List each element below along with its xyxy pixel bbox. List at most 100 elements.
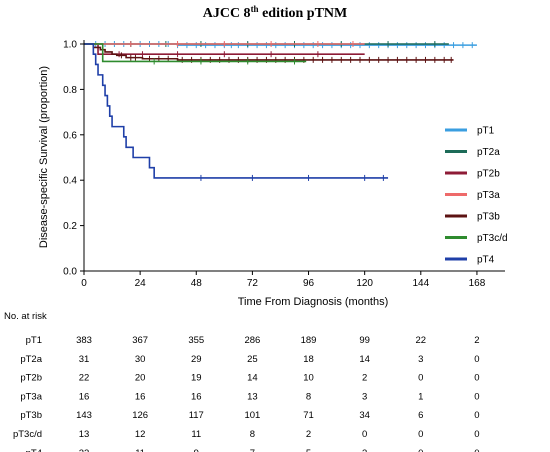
chart-title-superscript: th <box>251 4 259 14</box>
risk-cell: 0 <box>474 429 479 440</box>
risk-cell: 101 <box>244 410 260 421</box>
legend-label: pT2a <box>477 147 500 158</box>
risk-cell: 8 <box>250 429 255 440</box>
risk-cell: 3 <box>362 391 367 402</box>
legend-label: pT3b <box>477 212 500 223</box>
series-pt3b <box>84 43 454 63</box>
risk-cell: 0 <box>418 448 423 452</box>
risk-cell: 22 <box>416 335 427 346</box>
risk-cell: 0 <box>474 373 479 384</box>
x-tick-label: 168 <box>469 278 486 289</box>
risk-cell: 286 <box>244 335 260 346</box>
risk-cell: 3 <box>418 354 423 365</box>
y-tick-label: 0.6 <box>63 130 77 141</box>
risk-cell: 34 <box>359 410 370 421</box>
legend-label: pT3a <box>477 190 500 201</box>
risk-cell: 143 <box>76 410 92 421</box>
risk-cell: 31 <box>79 354 90 365</box>
legend-label: pT2b <box>477 169 500 180</box>
y-tick-label: 0.8 <box>63 85 77 96</box>
risk-cell: 13 <box>247 391 258 402</box>
x-axis-label: Time From Diagnosis (months) <box>238 296 389 308</box>
risk-cell: 22 <box>79 373 90 384</box>
risk-cell: 16 <box>135 391 146 402</box>
risk-cell: 126 <box>132 410 148 421</box>
risk-row-label: pT3a <box>20 391 42 402</box>
risk-cell: 18 <box>303 354 314 365</box>
chart-title-main: AJCC 8 <box>203 6 251 21</box>
y-tick-label: 0.4 <box>63 176 77 187</box>
risk-cell: 0 <box>474 354 479 365</box>
risk-cell: 2 <box>474 335 479 346</box>
x-tick-label: 0 <box>81 278 87 289</box>
risk-cell: 5 <box>306 448 311 452</box>
risk-cell: 22 <box>79 448 90 452</box>
survival-curve <box>84 43 454 61</box>
risk-cell: 1 <box>418 391 423 402</box>
risk-cell: 3 <box>362 448 367 452</box>
y-axis-label: Disease-specific Survival (proportion) <box>38 66 50 248</box>
chart-title-rest: edition pTNM <box>259 6 348 21</box>
risk-cell: 355 <box>188 335 204 346</box>
risk-cell: 0 <box>418 373 423 384</box>
y-tick-label: 1.0 <box>63 40 77 51</box>
risk-cell: 7 <box>250 448 255 452</box>
x-tick-label: 144 <box>412 278 429 289</box>
risk-cell: 12 <box>135 429 146 440</box>
x-tick-label: 48 <box>191 278 203 289</box>
risk-row-label: pT4 <box>26 448 42 452</box>
legend-label: pT1 <box>477 126 495 137</box>
risk-cell: 71 <box>303 410 314 421</box>
legend-label: pT3c/d <box>477 233 508 244</box>
risk-cell: 0 <box>362 429 367 440</box>
risk-cell: 20 <box>135 373 146 384</box>
risk-cell: 383 <box>76 335 92 346</box>
risk-row-label: pT2b <box>20 373 42 384</box>
risk-cell: 189 <box>301 335 317 346</box>
risk-cell: 25 <box>247 354 258 365</box>
risk-cell: 6 <box>418 410 423 421</box>
risk-cell: 99 <box>359 335 370 346</box>
risk-cell: 2 <box>362 373 367 384</box>
risk-cell: 16 <box>79 391 90 402</box>
risk-row-label: pT3c/d <box>13 429 42 440</box>
risk-row-label: pT1 <box>26 335 42 346</box>
survival-curve <box>84 43 389 179</box>
risk-cell: 14 <box>247 373 258 384</box>
risk-cell: 367 <box>132 335 148 346</box>
risk-cell: 9 <box>194 448 199 452</box>
chart-title: AJCC 8th edition pTNM <box>203 4 348 21</box>
x-tick-label: 96 <box>303 278 315 289</box>
series-pt3a <box>84 41 365 47</box>
risk-cell: 0 <box>474 391 479 402</box>
series-pt4 <box>84 43 389 181</box>
risk-cell: 0 <box>474 410 479 421</box>
risk-cell: 0 <box>474 448 479 452</box>
risk-cell: 11 <box>135 448 145 452</box>
plot-area <box>84 41 477 181</box>
risk-row-label: pT3b <box>20 410 42 421</box>
x-tick-label: 120 <box>356 278 373 289</box>
legend-label: pT4 <box>477 255 495 266</box>
risk-cell: 29 <box>191 354 202 365</box>
x-tick-label: 72 <box>247 278 259 289</box>
risk-cell: 13 <box>79 429 90 440</box>
risk-table-header: No. at risk <box>4 311 47 322</box>
risk-cell: 11 <box>191 429 201 440</box>
risk-cell: 2 <box>306 429 311 440</box>
risk-cell: 0 <box>418 429 423 440</box>
y-tick-label: 0.0 <box>63 267 77 278</box>
risk-cell: 117 <box>189 410 204 421</box>
risk-cell: 19 <box>191 373 202 384</box>
risk-row-label: pT2a <box>20 354 42 365</box>
risk-cell: 16 <box>191 391 202 402</box>
risk-cell: 8 <box>306 391 311 402</box>
survival-curve <box>84 43 307 63</box>
risk-cell: 30 <box>135 354 146 365</box>
risk-cell: 14 <box>359 354 370 365</box>
axes: 0.0 0.2 0.4 0.6 0.8 1.0 0 24 48 72 96 120 144 168 <box>63 40 505 289</box>
x-tick-label: 24 <box>135 278 147 289</box>
legend: pT1 pT2a pT2b pT3a pT3b pT3c/d pT4 <box>445 126 508 266</box>
